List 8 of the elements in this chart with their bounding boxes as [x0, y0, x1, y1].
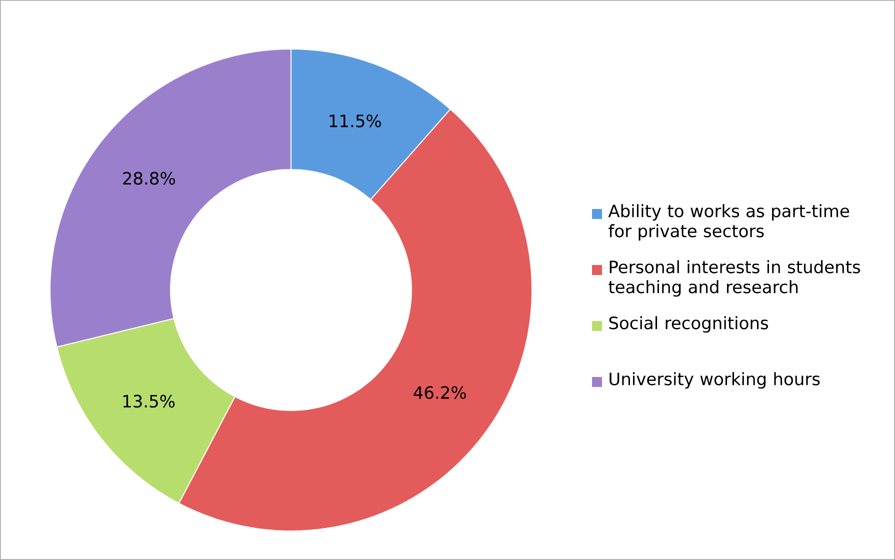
legend-label: Personal interests in students teaching and research — [608, 260, 860, 297]
data-label: 13.5% — [123, 394, 175, 408]
data-label: 46.2% — [414, 386, 466, 399]
legend-label: Social recognitions — [609, 316, 768, 333]
legend-label: University working hours — [610, 372, 820, 389]
data-label: 11.5% — [330, 114, 381, 128]
data-label: 28.8% — [123, 172, 175, 185]
legend-label: Ability to works as part-time for private sectors — [608, 204, 850, 241]
